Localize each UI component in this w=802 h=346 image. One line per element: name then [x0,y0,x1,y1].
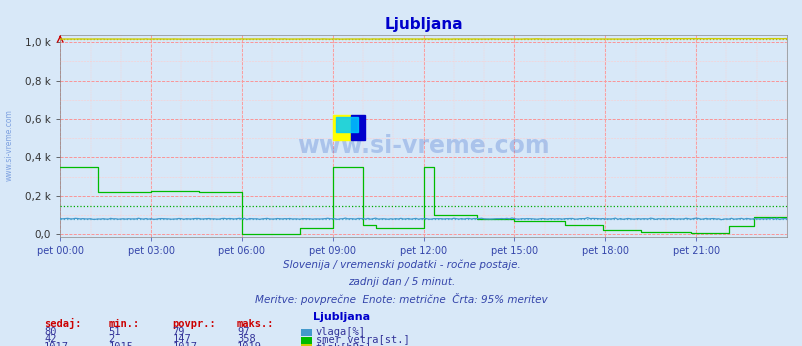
Text: min.:: min.: [108,319,140,329]
Text: 97: 97 [237,327,249,337]
Text: 1017: 1017 [44,342,69,346]
Text: 80: 80 [44,327,57,337]
Text: 2: 2 [108,334,115,344]
Text: 358: 358 [237,334,255,344]
Text: 79: 79 [172,327,185,337]
Bar [336,117,358,131]
Text: Slovenija / vremenski podatki - ročne postaje.: Slovenija / vremenski podatki - ročne po… [282,260,520,270]
Text: vlaga[%]: vlaga[%] [315,327,365,337]
Text: 1017: 1017 [172,342,197,346]
Text: smer vetra[st.]: smer vetra[st.] [315,334,409,344]
Text: 51: 51 [108,327,121,337]
Text: www.si-vreme.com: www.si-vreme.com [5,109,14,181]
Text: maks.:: maks.: [237,319,274,329]
Text: sedaj:: sedaj: [44,318,82,329]
Bar [332,116,350,140]
Text: Meritve: povprečne  Enote: metrične  Črta: 95% meritev: Meritve: povprečne Enote: metrične Črta:… [255,293,547,305]
Text: 42: 42 [44,334,57,344]
Title: Ljubljana: Ljubljana [384,17,462,32]
Text: 147: 147 [172,334,191,344]
Text: tlak[hPa]: tlak[hPa] [315,342,371,346]
Text: www.si-vreme.com: www.si-vreme.com [297,134,549,158]
Text: 1015: 1015 [108,342,133,346]
Text: 1019: 1019 [237,342,261,346]
Text: povpr.:: povpr.: [172,319,216,329]
Bar [350,116,365,140]
Text: Ljubljana: Ljubljana [313,312,370,322]
Text: zadnji dan / 5 minut.: zadnji dan / 5 minut. [347,277,455,288]
